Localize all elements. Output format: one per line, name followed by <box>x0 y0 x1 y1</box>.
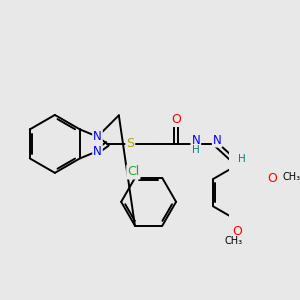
Text: CH₃: CH₃ <box>225 236 243 247</box>
Text: O: O <box>232 225 242 238</box>
Text: O: O <box>267 172 277 185</box>
Text: N: N <box>191 134 200 147</box>
Text: N: N <box>93 145 102 158</box>
Text: CH₃: CH₃ <box>282 172 300 182</box>
Text: N: N <box>93 130 102 143</box>
Text: H: H <box>192 145 200 155</box>
Text: O: O <box>171 113 181 126</box>
Text: Cl: Cl <box>127 166 140 178</box>
Text: H: H <box>238 154 245 164</box>
Text: N: N <box>213 134 221 147</box>
Text: S: S <box>126 137 134 150</box>
